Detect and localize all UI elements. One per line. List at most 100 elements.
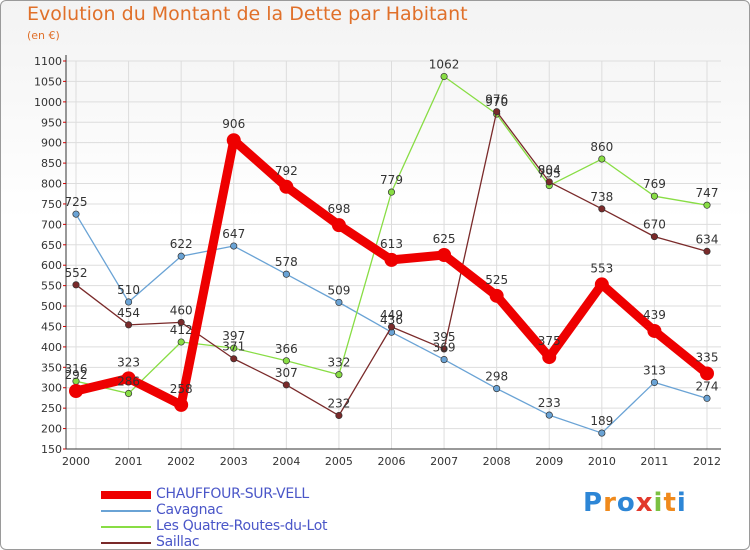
data-label: 371 xyxy=(222,340,245,354)
data-point xyxy=(545,178,553,186)
data-point xyxy=(331,218,346,233)
axes xyxy=(63,55,721,450)
y-axis-ticks: 150 200 250 300 350 400 450 500 550 600 650 700 750 8… xyxy=(34,55,62,456)
data-label: 460 xyxy=(170,303,193,317)
data-point xyxy=(703,394,711,402)
data-point xyxy=(703,247,711,255)
data-label: 698 xyxy=(327,202,350,216)
data-point xyxy=(125,389,133,398)
data-point xyxy=(598,205,606,213)
data-label: 189 xyxy=(590,414,613,428)
legend-swatch xyxy=(101,542,151,544)
data-label: 625 xyxy=(433,232,456,246)
data-label: 725 xyxy=(65,195,88,209)
data-label: 286 xyxy=(117,374,140,388)
y-tick-label: 1000 xyxy=(34,96,62,109)
data-point xyxy=(177,318,185,326)
y-tick-label: 650 xyxy=(41,239,62,252)
data-label: 647 xyxy=(222,227,245,241)
data-label: 369 xyxy=(433,341,456,355)
legend-label: CHAUFFOUR-SUR-VELL xyxy=(156,486,309,502)
x-tick-label: 2009 xyxy=(535,455,563,468)
x-tick-label: 2001 xyxy=(115,455,143,468)
y-tick-label: 200 xyxy=(41,423,62,436)
data-label: 553 xyxy=(590,261,613,275)
data-label: 509 xyxy=(327,283,350,297)
data-point xyxy=(125,298,133,306)
y-tick-label: 1100 xyxy=(34,55,62,68)
data-point xyxy=(647,323,662,338)
legend-label: Cavagnac xyxy=(156,502,223,518)
data-point xyxy=(387,188,396,196)
x-tick-label: 2012 xyxy=(693,455,721,468)
legend-swatch xyxy=(101,510,151,512)
legend-swatch xyxy=(101,491,151,499)
y-tick-label: 900 xyxy=(41,137,62,150)
y-tick-label: 450 xyxy=(41,320,62,333)
data-point xyxy=(650,192,658,200)
data-label: 397 xyxy=(222,329,245,343)
data-point xyxy=(279,179,294,194)
data-label: 307 xyxy=(275,366,298,380)
y-tick-label: 500 xyxy=(41,300,62,313)
data-label: 335 xyxy=(696,350,719,364)
data-label: 313 xyxy=(643,363,666,377)
data-point xyxy=(542,350,557,365)
data-point xyxy=(177,252,185,260)
y-tick-label: 400 xyxy=(41,341,62,354)
chart-title: Evolution du Montant de la Dette par Hab… xyxy=(27,3,468,25)
data-point xyxy=(174,397,189,412)
data-label: 634 xyxy=(696,232,719,246)
data-label: 860 xyxy=(590,140,613,154)
data-label: 232 xyxy=(327,397,350,411)
data-point xyxy=(282,270,290,278)
y-tick-label: 550 xyxy=(41,280,62,293)
data-label: 395 xyxy=(433,330,456,344)
data-point xyxy=(230,242,238,250)
data-point xyxy=(226,133,241,148)
data-label: 449 xyxy=(380,308,403,322)
x-tick-label: 2003 xyxy=(220,455,248,468)
data-label: 292 xyxy=(65,368,88,382)
chart-subtitle: (en €) xyxy=(27,29,60,42)
data-point xyxy=(440,72,448,81)
data-point xyxy=(125,321,133,329)
data-point xyxy=(177,338,185,346)
data-point xyxy=(440,345,448,353)
data-point xyxy=(594,277,609,292)
data-point xyxy=(72,281,80,289)
y-tick-label: 250 xyxy=(41,402,62,415)
data-label: 622 xyxy=(170,237,193,251)
data-point xyxy=(72,210,80,218)
data-label: 792 xyxy=(275,164,298,178)
data-point xyxy=(121,371,136,386)
data-label: 332 xyxy=(327,356,350,370)
legend-swatch xyxy=(101,526,151,528)
data-point xyxy=(282,381,290,389)
data-label: 613 xyxy=(380,237,403,251)
data-label: 747 xyxy=(696,186,719,200)
data-point xyxy=(440,356,448,364)
data-point xyxy=(650,378,658,386)
data-point xyxy=(437,248,452,262)
series-lines xyxy=(69,72,714,437)
data-point xyxy=(335,371,343,379)
data-labels: 725 510 622 647 578 509 436 369 298 233 189 313 274 3… xyxy=(65,58,719,429)
data-point xyxy=(598,429,606,437)
data-label: 976 xyxy=(485,93,508,107)
y-tick-label: 800 xyxy=(41,178,62,191)
grid-lines xyxy=(66,60,721,450)
data-label: 436 xyxy=(380,313,403,327)
data-label: 439 xyxy=(643,308,666,322)
data-label: 258 xyxy=(170,382,193,396)
data-point xyxy=(335,298,343,306)
x-tick-label: 2008 xyxy=(483,455,511,468)
data-label: 316 xyxy=(65,362,88,376)
data-point xyxy=(387,323,396,331)
data-point xyxy=(650,233,658,241)
y-tick-label: 700 xyxy=(41,218,62,231)
x-tick-label: 2005 xyxy=(325,455,353,468)
data-label: 970 xyxy=(485,95,508,109)
